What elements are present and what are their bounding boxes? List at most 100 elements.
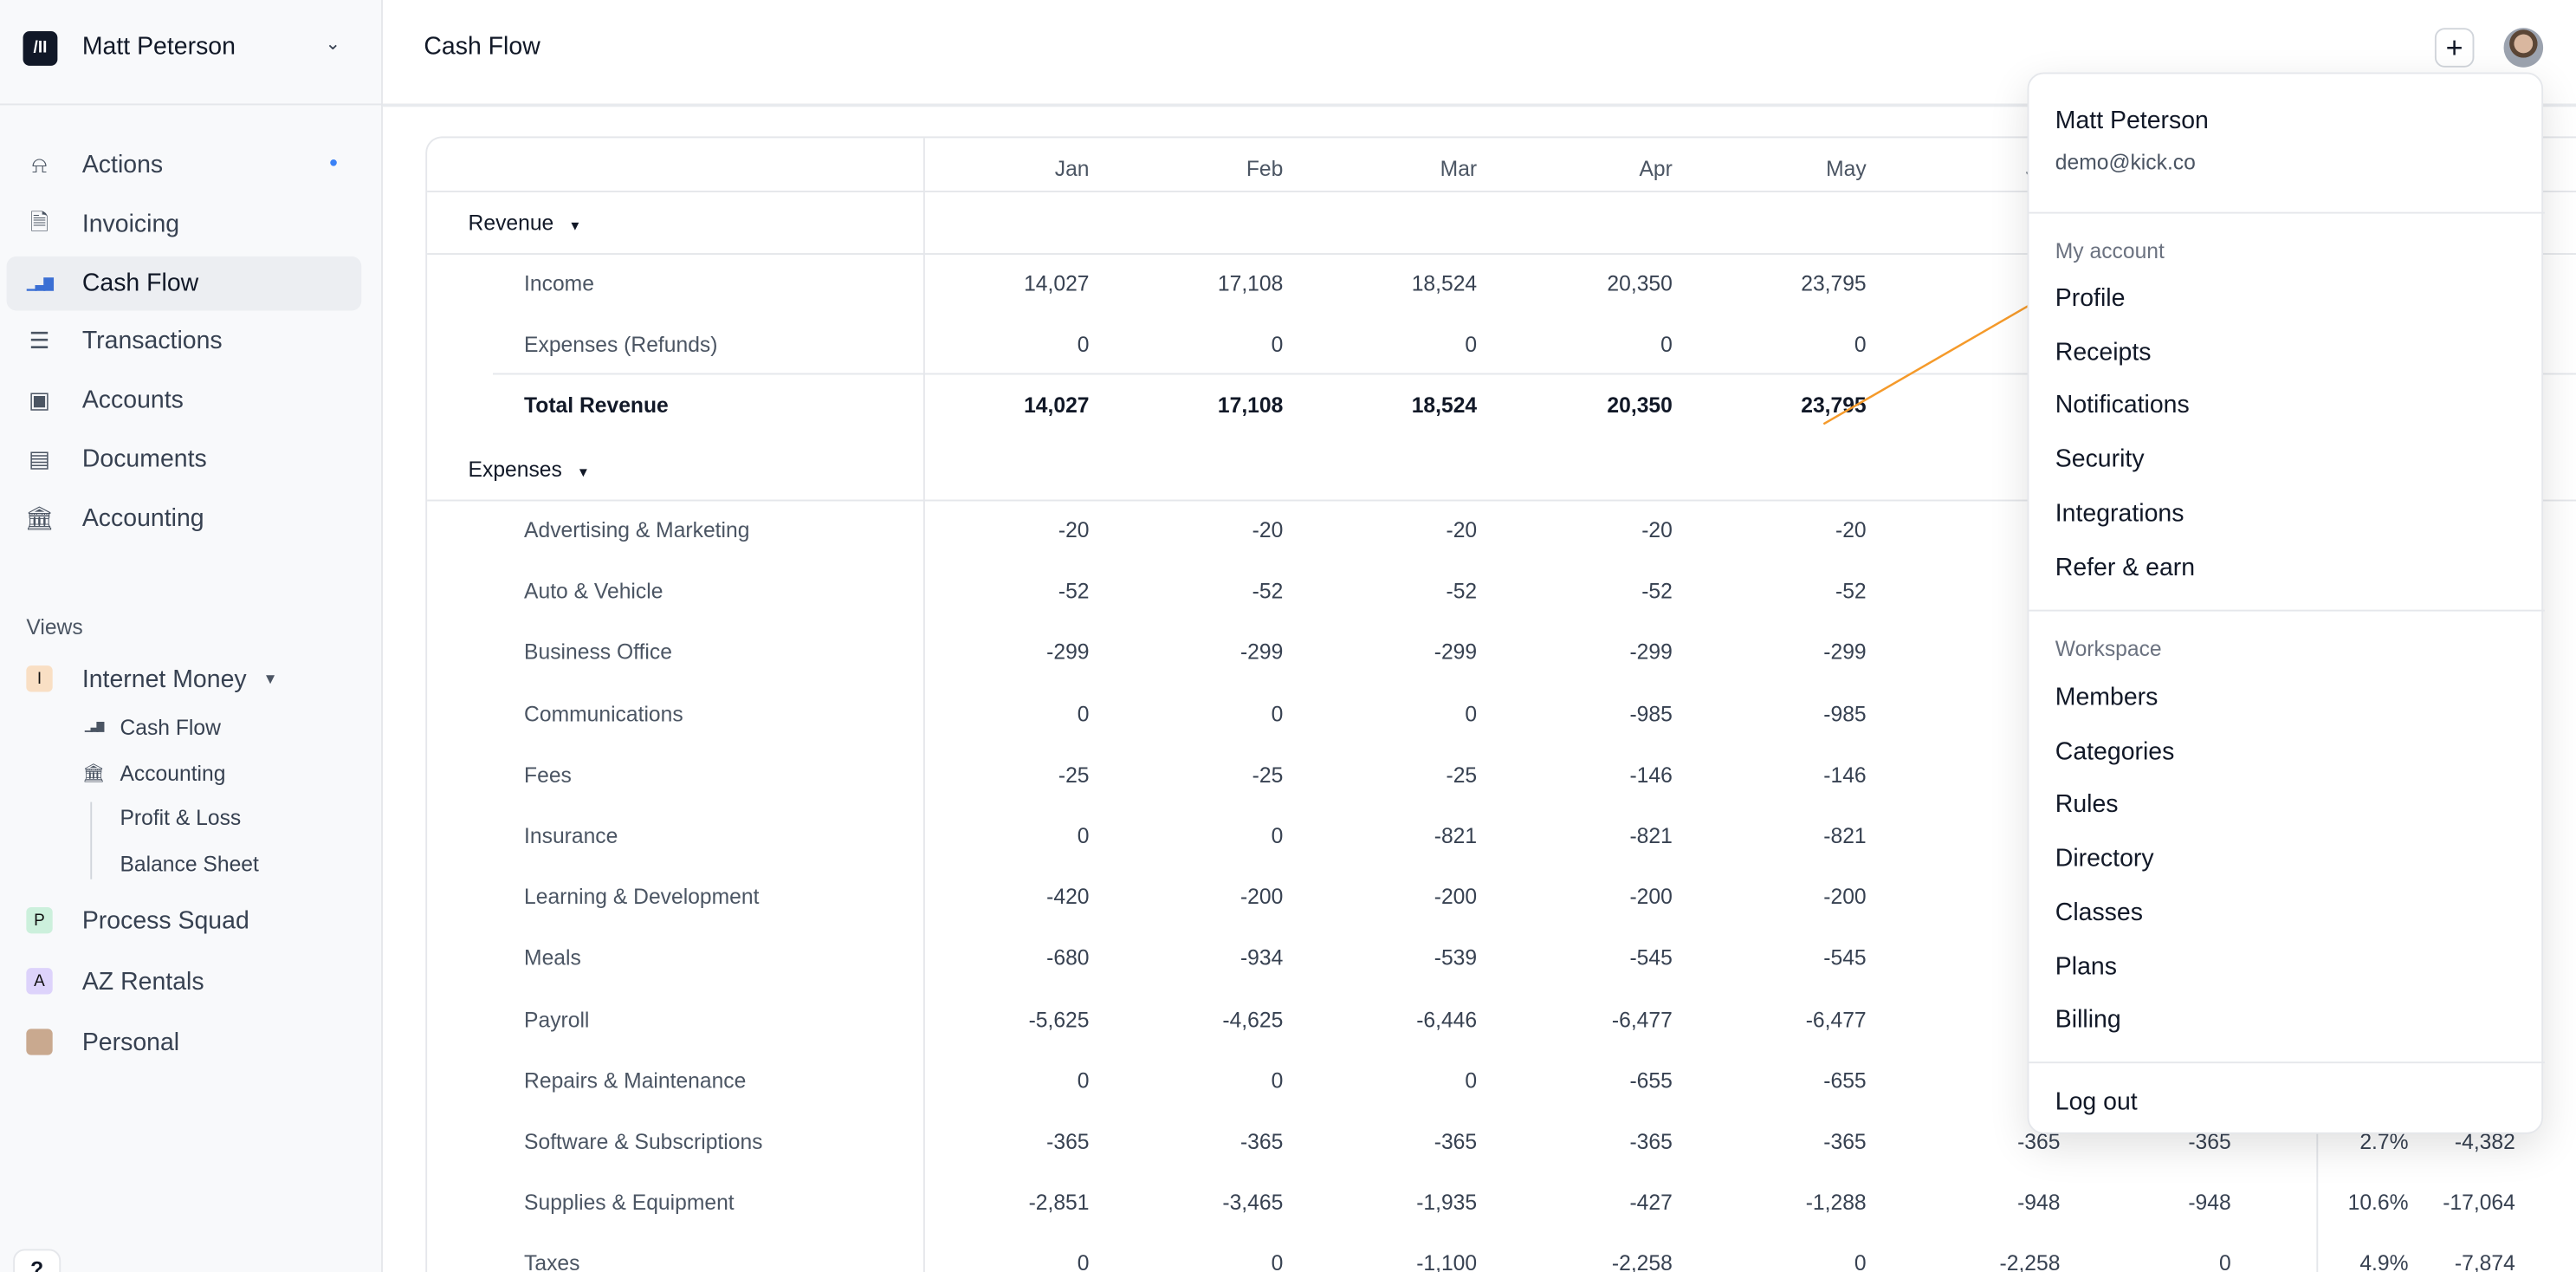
sidebar-item-accounting[interactable]: 🏛 Accounting xyxy=(7,491,362,546)
cell-value: 0 xyxy=(1465,701,1478,726)
month-header: Mar xyxy=(1440,156,1478,181)
workspace-switcher[interactable]: Matt Peterson xyxy=(81,32,236,62)
row-label: Expenses (Refunds) xyxy=(524,332,718,357)
menu-item-billing[interactable]: Billing xyxy=(2055,1006,2121,1035)
view-process-squad[interactable]: P Process Squad xyxy=(26,900,249,940)
cell-value: 10.6% xyxy=(2347,1190,2409,1216)
help-button[interactable]: ? xyxy=(13,1249,61,1272)
menu-item-plans[interactable]: Plans xyxy=(2055,952,2117,981)
menu-item-receipts[interactable]: Receipts xyxy=(2055,338,2152,367)
menu-item-profile[interactable]: Profile xyxy=(2055,284,2126,313)
cell-value: -299 xyxy=(1823,639,1867,665)
table-row: Learning & Development -420 -200 -200 -200 -2… xyxy=(427,885,2576,911)
cell-value: -365 xyxy=(1239,1129,1284,1154)
cell-value: 0 xyxy=(1077,823,1090,848)
user-avatar[interactable] xyxy=(2503,28,2544,68)
cell-value: -52 xyxy=(1446,578,1478,604)
add-button[interactable]: + xyxy=(2434,28,2475,68)
view-az-rentals[interactable]: A AZ Rentals xyxy=(26,962,204,1002)
cell-value: -3,465 xyxy=(1222,1190,1284,1216)
cell-value: -365 xyxy=(1434,1129,1478,1154)
sidebar-item-label: Accounts xyxy=(81,386,184,414)
month-header: Feb xyxy=(1246,156,1284,181)
cell-value: -52 xyxy=(1252,578,1284,604)
caret-down-icon[interactable]: ▼ xyxy=(262,670,278,687)
sidebar-item-label: Documents xyxy=(81,445,207,474)
view-personal[interactable]: Personal xyxy=(26,1022,179,1062)
cell-value: 20,350 xyxy=(1607,270,1673,296)
divider xyxy=(427,499,2576,502)
cell-value: -2,851 xyxy=(1028,1190,1090,1216)
workspace-badge: P xyxy=(26,906,53,934)
cell-value: -200 xyxy=(1823,884,1867,910)
cell-value: -427 xyxy=(1629,1190,1673,1216)
table-row: Business Office -299 -299 -299 -299 -299 xyxy=(427,640,2576,666)
divider xyxy=(2029,609,2545,612)
cell-value: 0 xyxy=(1271,332,1284,357)
table-row: Fees -25 -25 -25 -146 -146 xyxy=(427,763,2576,789)
cell-value: 0 xyxy=(1854,1251,1867,1272)
view-sub-accounting[interactable]: 🏛 Accounting xyxy=(82,756,226,789)
document-icon: ▤ xyxy=(28,445,51,472)
cell-value: 0 xyxy=(1077,332,1090,357)
menu-item-members[interactable]: Members xyxy=(2055,684,2159,712)
menu-item-categories[interactable]: Categories xyxy=(2055,737,2175,766)
menu-item-refer-earn[interactable]: Refer & earn xyxy=(2055,553,2196,581)
view-label: Personal xyxy=(81,1028,180,1056)
cell-value: -948 xyxy=(2188,1190,2231,1216)
cell-value: 14,027 xyxy=(1024,270,1090,296)
revenue-section-toggle[interactable]: Revenue ▼ xyxy=(469,211,582,235)
sidebar-item-accounts[interactable]: ▣ Accounts xyxy=(7,373,362,428)
sidebar: /II Matt Peterson ⌄ ⍾ Actions 🗎 Invoicing ▁▃… xyxy=(0,0,383,1272)
view-label: AZ Rentals xyxy=(81,967,204,996)
cell-value: -52 xyxy=(1835,578,1867,604)
sidebar-item-actions[interactable]: ⍾ Actions xyxy=(7,138,362,192)
cell-value: -146 xyxy=(1629,762,1673,788)
cell-value: -420 xyxy=(1046,884,1090,910)
caret-down-icon: ▼ xyxy=(568,218,582,234)
sidebar-item-invoicing[interactable]: 🗎 Invoicing xyxy=(7,198,362,252)
row-label: Meals xyxy=(524,945,581,970)
menu-item-log-out[interactable]: Log out xyxy=(2055,1087,2138,1116)
row-label: Communications xyxy=(524,701,683,726)
row-label: Taxes xyxy=(524,1251,580,1272)
menu-item-classes[interactable]: Classes xyxy=(2055,899,2143,927)
cell-value: 0 xyxy=(1077,701,1090,726)
menu-item-integrations[interactable]: Integrations xyxy=(2055,499,2184,528)
view-sub-balance-sheet[interactable]: Balance Sheet xyxy=(82,847,259,879)
bar-chart-icon: ▁▃▇ xyxy=(84,722,104,732)
view-internet-money[interactable]: I Internet Money ▼ xyxy=(26,659,278,699)
cell-value: -948 xyxy=(2017,1190,2061,1216)
cell-value: 0 xyxy=(1465,332,1478,357)
cell-value: 0 xyxy=(1077,1251,1090,1272)
menu-item-directory[interactable]: Directory xyxy=(2055,845,2154,873)
view-sub-profit-loss[interactable]: Profit & Loss xyxy=(82,801,241,834)
page-title: Cash Flow xyxy=(424,32,540,62)
chevron-down-icon[interactable]: ⌄ xyxy=(325,34,341,55)
bank-icon: 🏛 xyxy=(24,504,55,531)
table-row: Total Revenue 14,027 17,108 18,524 20,350 23,… xyxy=(427,393,2576,419)
row-label: Advertising & Marketing xyxy=(524,517,750,542)
expenses-section-toggle[interactable]: Expenses ▼ xyxy=(469,457,590,481)
sidebar-item-cash-flow[interactable]: ▁▃▇ Cash Flow xyxy=(6,256,362,311)
cell-value: -985 xyxy=(1823,701,1867,726)
sidebar-item-transactions[interactable]: ☰ Transactions xyxy=(7,314,362,368)
view-sub-cash-flow[interactable]: ▁▃▇ Cash Flow xyxy=(82,710,221,743)
view-label: Process Squad xyxy=(81,906,249,935)
cell-value: -299 xyxy=(1239,639,1284,665)
menu-item-security[interactable]: Security xyxy=(2055,445,2145,474)
table-row: Auto & Vehicle -52 -52 -52 -52 -52 xyxy=(427,579,2576,605)
cell-value: 0 xyxy=(1271,701,1284,726)
cell-value: -299 xyxy=(1629,639,1673,665)
cell-value: -52 xyxy=(1641,578,1673,604)
divider xyxy=(0,103,383,106)
menu-item-rules[interactable]: Rules xyxy=(2055,791,2119,820)
table-row: Repairs & Maintenance 0 0 0 -655 -655 xyxy=(427,1068,2576,1094)
cell-value: -680 xyxy=(1046,945,1090,970)
workspace-heading: Workspace xyxy=(2055,636,2162,661)
menu-item-notifications[interactable]: Notifications xyxy=(2055,392,2190,420)
sidebar-item-label: Cash Flow xyxy=(81,269,199,298)
table-row: Meals -680 -934 -539 -545 -545 xyxy=(427,945,2576,971)
sidebar-item-documents[interactable]: ▤ Documents xyxy=(7,432,362,487)
